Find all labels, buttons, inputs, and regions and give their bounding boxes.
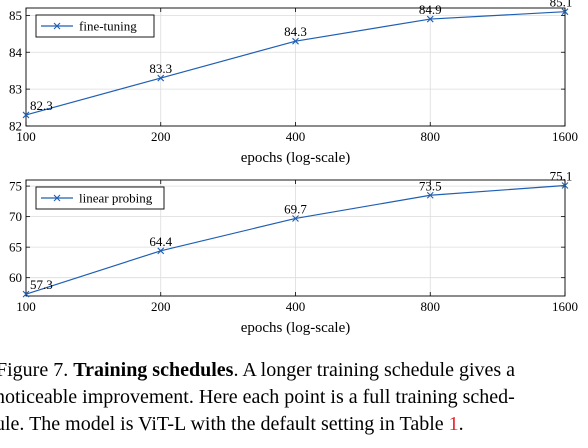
data-point [561,8,569,16]
point-marker [561,8,569,16]
x-tick-label: 200 [151,299,171,314]
y-tick-label: 70 [9,209,22,224]
point-marker [22,111,30,119]
point-marker [426,15,434,23]
point-marker [292,37,299,45]
y-tick-label: 84 [9,45,23,60]
x-tick-label: 400 [286,299,306,314]
data-point [561,182,569,189]
chart-fine-tuning: 100 200 400 800 1600 82 83 84 85 epochs (log-scal… [9,0,578,166]
data-point [157,74,165,82]
data-point [426,191,434,199]
point-marker [157,74,165,82]
point-marker [157,247,165,255]
y-tick-label: 83 [9,82,22,97]
caption-line-3: ule. The model is ViT-L with the default… [0,413,464,435]
x-tick-label: 1600 [552,129,578,144]
x-tick-label: 1600 [552,299,578,314]
data-point [22,111,30,119]
point-marker [561,182,569,189]
data-point [157,247,165,255]
data-label: 75.1 [550,168,573,183]
chart-linear-probing: 100 200 400 800 1600 60 65 70 75 epochs (log-scal… [9,168,578,336]
x-tick-label: 800 [421,129,441,144]
data-label: 85.1 [550,0,573,10]
point-marker [22,290,30,298]
point-marker [292,215,299,222]
data-label: 84.9 [419,2,442,17]
data-label: 69.7 [284,201,307,216]
legend-label: fine-tuning [79,19,137,34]
data-point [22,290,30,298]
legend-box [35,186,165,210]
data-label: 83.3 [149,61,172,76]
data-label: 84.3 [284,24,307,39]
y-tick-label: 75 [9,179,22,194]
x-axis-label: epochs (log-scale) [241,150,351,166]
legend-box [35,14,155,38]
data-point [426,15,434,23]
data-label: 64.4 [149,234,172,249]
caption-line-1: Figure 7. Training schedules. A longer t… [0,359,516,381]
legend-label: linear probing [79,191,153,206]
legend-marker [53,22,61,30]
x-tick-label: 800 [421,299,441,314]
y-tick-label: 60 [9,270,22,285]
figure-7-charts: 100 200 400 800 1600 82 83 84 85 epochs (log-scal… [9,0,578,336]
caption-bold-title: Training schedules [73,359,234,381]
x-axis-label: epochs (log-scale) [241,320,351,336]
data-point [292,37,299,45]
data-point [292,215,299,222]
table-reference-link[interactable]: 1 [448,413,459,435]
x-tick-label: 200 [151,129,171,144]
data-label: 73.5 [419,178,442,193]
x-tick-label: 400 [286,129,306,144]
data-label: 82.3 [30,98,53,113]
figure-caption: Figure 7. Training schedules. A longer t… [0,357,588,438]
data-label: 57.3 [30,277,53,292]
y-tick-label: 65 [9,240,22,255]
x-tick-label: 100 [16,299,36,314]
x-tick-label: 100 [16,129,36,144]
y-tick-label: 85 [9,8,22,23]
y-tick-label: 82 [9,119,22,134]
caption-line-2: noticeable improvement. Here each point … [0,386,515,408]
legend-marker [53,194,61,202]
point-marker [426,191,434,199]
